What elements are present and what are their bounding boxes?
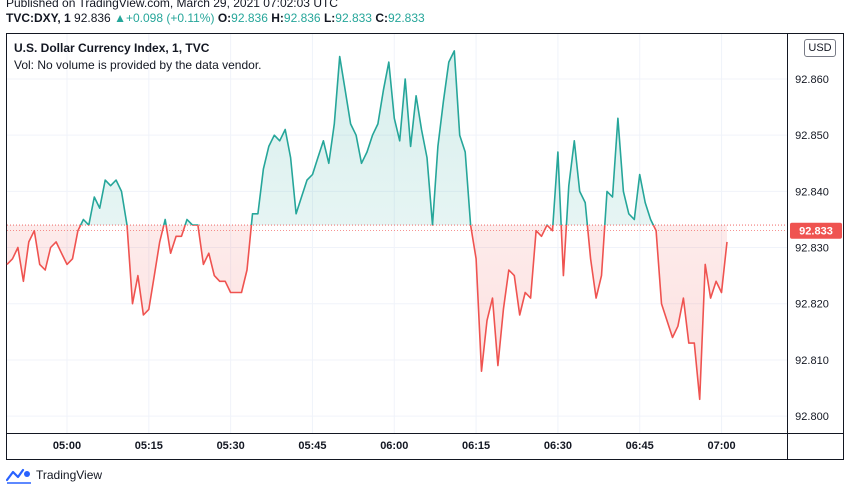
volume-note: Vol: No volume is provided by the data v… [14, 58, 262, 72]
x-tick-label: 05:00 [53, 440, 81, 452]
y-tick-label: 92.800 [795, 411, 829, 423]
y-tick-label: 92.840 [795, 186, 829, 198]
symbol-info-bar: TVC:DXY, 1 92.836 ▲+0.098 (+0.11%) O:92.… [6, 11, 425, 25]
low-label: L: [323, 11, 336, 25]
x-tick-label: 05:15 [135, 440, 163, 452]
x-tick-label: 07:00 [707, 440, 735, 452]
high-label: H: [271, 11, 284, 25]
x-tick-label: 06:45 [626, 440, 654, 452]
x-tick-label: 06:00 [380, 440, 408, 452]
high-value: 92.836 [283, 11, 321, 25]
low-value: 92.833 [335, 11, 372, 25]
y-tick-label: 92.850 [795, 130, 829, 142]
last-price: 92.836 [74, 11, 111, 25]
chart-frame [6, 33, 844, 460]
close-label: C: [375, 11, 388, 25]
y-tick-label: 92.830 [795, 243, 829, 255]
y-tick-label: 92.810 [795, 355, 829, 367]
tradingview-footer[interactable]: TradingView [6, 466, 102, 484]
open-label: O: [217, 11, 232, 25]
x-tick-label: 06:30 [544, 440, 572, 452]
open-value: 92.836 [231, 11, 268, 25]
close-value: 92.833 [387, 11, 425, 25]
tradingview-logo-icon [6, 468, 31, 484]
currency-badge[interactable]: USD [804, 39, 836, 57]
y-tick-label: 92.820 [795, 299, 829, 311]
tradingview-brand: TradingView [36, 468, 103, 482]
symbol-name: TVC:DXY, 1 [6, 11, 71, 25]
price-line-above-baseline[interactable] [7, 50, 727, 399]
x-tick-label: 06:15 [462, 440, 490, 452]
last-price-label: 92.833 [799, 226, 833, 238]
published-caption: Published on TradingView.com, March 29, … [6, 0, 338, 10]
x-tick-label: 05:45 [298, 440, 326, 452]
y-tick-label: 92.860 [795, 74, 829, 86]
last-price-tag [790, 222, 842, 239]
up-arrow-icon: ▲ [114, 11, 126, 25]
price-change: +0.098 (+0.11%) [125, 11, 215, 25]
area-above-baseline [7, 50, 727, 226]
chart-legend-title: U.S. Dollar Currency Index, 1, TVC [14, 41, 210, 55]
price-line-below-baseline[interactable] [6, 51, 728, 401]
x-tick-label: 05:30 [217, 440, 245, 452]
